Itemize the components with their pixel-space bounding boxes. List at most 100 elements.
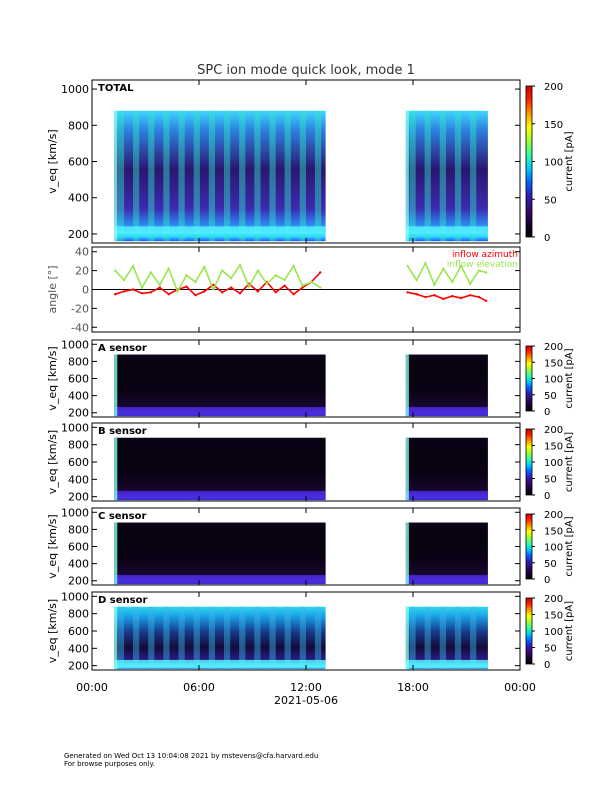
x-tick-label: 00:00: [504, 681, 536, 694]
y-tick-label: 800: [68, 119, 89, 132]
panel-total: 200 400 600 800 1000 v_eq [km/s] TOTAL 0 50 100 15…: [46, 79, 575, 244]
beam-band: [114, 575, 326, 584]
data-point: [433, 293, 436, 297]
y-tick-label: 200: [68, 575, 89, 588]
colorbar-tick-label: 200: [544, 82, 563, 93]
leading-edge: [114, 606, 118, 670]
y-axis-label: v_eq [km/s]: [46, 430, 59, 494]
colorbar-tick-label: 0: [544, 407, 550, 418]
spectrogram-block: [405, 522, 488, 585]
colorbar-tick-label: 50: [544, 391, 557, 402]
leading-edge: [405, 354, 409, 417]
scan-stripe: [269, 606, 276, 670]
colorbar-tick-label: 150: [544, 611, 563, 622]
scan-stripe: [454, 110, 462, 242]
y-axis-label: v_eq [km/s]: [46, 514, 59, 578]
x-tick-label: 06:00: [183, 681, 215, 694]
colorbar-tick-label: 0: [544, 575, 550, 586]
scan-stripe: [254, 110, 261, 242]
y-tick-label: 200: [68, 407, 89, 420]
y-tick-label: 40: [75, 246, 89, 259]
scan-stripe: [409, 110, 416, 242]
y-tick-label: 800: [68, 523, 89, 536]
data-point: [220, 291, 224, 294]
spectrogram-block: [114, 437, 326, 501]
data-point: [113, 293, 117, 296]
data-point: [203, 265, 206, 269]
series-line-elevation: [114, 263, 321, 294]
series-line-elevation: [406, 261, 487, 287]
data-point: [122, 290, 126, 293]
data-point: [484, 299, 488, 303]
colorbar-tick-label: 100: [544, 375, 563, 386]
colorbar-tick-label: 0: [544, 660, 550, 671]
leading-edge: [405, 437, 409, 501]
y-tick-label: 20: [75, 265, 89, 278]
colorbar-tick-label: 200: [544, 594, 563, 605]
beam-band: [114, 226, 326, 235]
beam-band: [405, 226, 488, 235]
panel-label: A sensor: [98, 343, 147, 354]
scan-stripe: [208, 606, 216, 670]
data-point: [477, 269, 481, 272]
scan-stripe: [314, 110, 322, 242]
data-point: [238, 263, 242, 267]
colorbar-tick-label: 150: [544, 442, 563, 453]
legend-entry: inflow azimuth: [452, 250, 518, 260]
y-tick-label: -40: [71, 321, 89, 334]
data-point: [477, 295, 481, 299]
data-point: [229, 276, 233, 280]
y-tick-label: 400: [68, 390, 89, 403]
y-tick-label: 800: [68, 608, 89, 621]
scan-stripe: [470, 110, 477, 242]
scan-stripe: [133, 110, 140, 242]
colorbar-tick-label: 150: [544, 526, 563, 537]
data-point: [158, 283, 161, 286]
leading-edge: [114, 354, 118, 417]
scan-stripe: [223, 606, 231, 670]
y-tick-label: 1000: [61, 83, 89, 96]
x-tick-label: 00:00: [76, 681, 108, 694]
scan-stripe: [424, 110, 431, 242]
y-tick-label: 600: [68, 373, 89, 386]
data-point: [149, 271, 153, 274]
leading-edge: [114, 437, 118, 501]
panel-label: TOTAL: [98, 83, 134, 94]
y-tick-label: 600: [68, 456, 89, 469]
colorbar-label: current [pA]: [564, 601, 575, 661]
colorbar-tick-label: 150: [544, 358, 563, 369]
footer-browse-line: For browse purposes only.: [64, 760, 155, 768]
colorbar: [525, 85, 533, 238]
scan-stripe: [193, 606, 200, 670]
leading-edge: [114, 522, 118, 585]
data-point: [203, 290, 206, 293]
y-tick-label: 200: [68, 660, 89, 673]
colorbar-label: current [pA]: [564, 516, 575, 576]
colorbar: [525, 597, 533, 665]
data-point: [185, 285, 188, 288]
beam-band: [405, 407, 488, 416]
date-label: 2021-05-06: [274, 694, 338, 707]
scan-stripe: [299, 606, 306, 670]
data-point: [176, 290, 179, 293]
data-point: [292, 264, 295, 268]
scan-stripe: [178, 606, 185, 670]
colorbar: [525, 345, 533, 412]
scan-stripe: [223, 110, 231, 242]
colorbar-tick-label: 0: [544, 491, 550, 502]
legend-entry: inflow elevation: [447, 260, 518, 270]
spectrogram-block: [114, 522, 326, 585]
scan-stripe: [254, 606, 261, 670]
scan-stripe: [178, 110, 185, 242]
data-point: [140, 286, 144, 289]
data-point: [406, 291, 409, 294]
beam-band: [405, 490, 488, 499]
beam-band: [114, 407, 326, 416]
data-point: [424, 261, 427, 265]
beam-band: [405, 659, 488, 668]
scan-stripe: [470, 606, 477, 670]
data-point: [468, 282, 472, 286]
colorbar-label: current [pA]: [564, 348, 575, 408]
